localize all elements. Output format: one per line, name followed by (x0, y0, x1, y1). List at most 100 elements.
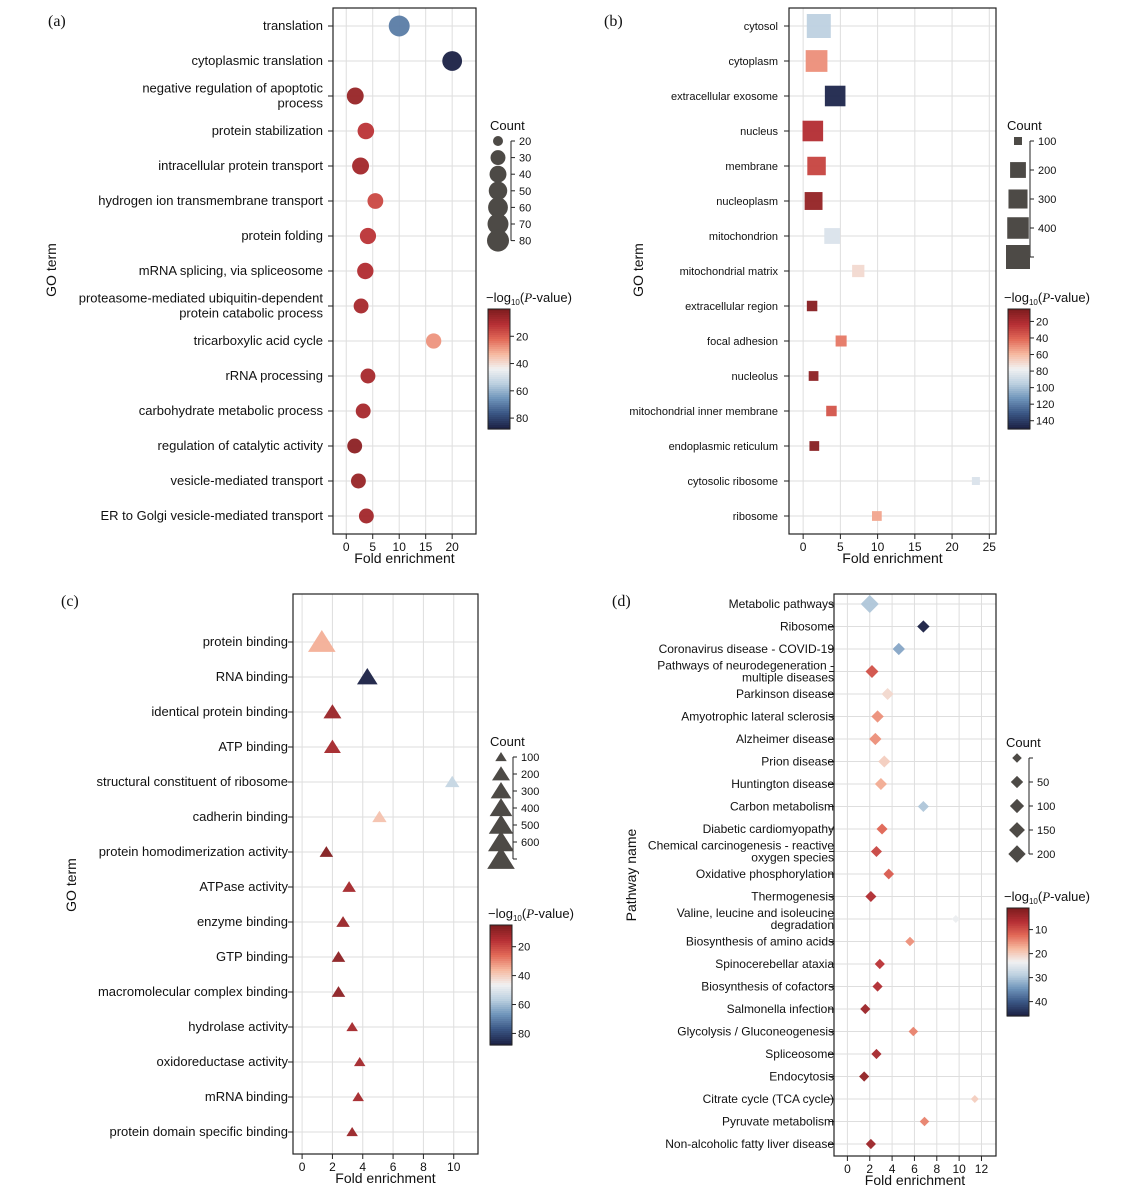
count-legend-label: 60 (519, 202, 531, 214)
data-point-circle (357, 122, 375, 140)
data-point-diamond (881, 687, 894, 701)
term-label: Glycolysis / Gluconeogenesis (677, 1025, 834, 1039)
colorbar-band (488, 395, 510, 398)
colorbar-band (488, 321, 510, 324)
colorbar-band (1008, 409, 1030, 412)
colorbar-band (488, 389, 510, 392)
count-legend-marker (495, 752, 507, 762)
colorbar-band (488, 329, 510, 332)
colorbar-band (488, 339, 510, 342)
colorbar-tick-label: 20 (1035, 949, 1047, 961)
colorbar-band (490, 967, 512, 970)
colorbar-band (488, 397, 510, 400)
term-label: proteasome-mediated ubiquitin-dependent (79, 291, 324, 306)
data-point-diamond (865, 665, 879, 678)
colorbar-band (488, 385, 510, 388)
colorbar-band (1008, 325, 1030, 328)
colorbar-band (1007, 954, 1029, 958)
colorbar-tick-label: 100 (1036, 383, 1054, 395)
colorbar-band (490, 1009, 512, 1012)
x-tick-label: 6 (911, 1162, 918, 1176)
colorbar-band (488, 343, 510, 346)
colorbar-band (488, 361, 510, 364)
plot-frame (292, 593, 479, 1155)
colorbar-band (488, 355, 510, 358)
count-legend-label: 200 (521, 769, 539, 781)
term-label: enzyme binding (197, 914, 288, 929)
colorbar-band (490, 953, 512, 956)
colorbar-band (1008, 381, 1030, 384)
data-point-triangle (308, 630, 336, 652)
colorbar-band (488, 371, 510, 374)
colorbar-band (1007, 913, 1029, 916)
x-tick-label: 2 (866, 1162, 873, 1176)
count-legend-label: 70 (519, 219, 531, 231)
colorbar-band (1007, 994, 1029, 997)
count-legend-label: 200 (1038, 165, 1056, 177)
colorbar-band (1007, 926, 1029, 929)
colorbar-band (1008, 399, 1030, 402)
colorbar-band (1008, 375, 1030, 378)
colorbar-band (1008, 339, 1030, 342)
term-label: Prion disease (761, 755, 834, 769)
panel-label: (c) (61, 593, 79, 610)
colorbar-band (490, 963, 512, 966)
colorbar-band (490, 961, 512, 964)
colorbar-band (488, 419, 510, 422)
data-point-circle (353, 298, 369, 314)
colorbar-band (488, 367, 510, 370)
term-label: Ribosome (780, 620, 834, 634)
colorbar-band (1007, 983, 1029, 986)
colorbar-band (490, 1031, 512, 1034)
colorbar-band (1007, 981, 1029, 985)
colorbar-band (1008, 353, 1030, 356)
data-point-diamond (869, 732, 882, 746)
term-label: regulation of catalytic activity (158, 438, 324, 453)
colorbar-band (1008, 397, 1030, 400)
colorbar-band (1008, 389, 1030, 392)
term-label: Valine, leucine and isoleucine (677, 906, 835, 920)
colorbar-band (490, 925, 512, 928)
term-label: focal adhesion (707, 336, 778, 348)
x-tick-label: 0 (299, 1160, 306, 1174)
data-point-diamond (917, 620, 930, 633)
colorbar-band (1007, 936, 1029, 940)
data-point-square (824, 228, 841, 244)
colorbar-band (488, 379, 510, 382)
y-axis-title: GO term (63, 858, 79, 912)
count-legend-marker (488, 197, 508, 218)
count-legend-label: 20 (519, 136, 531, 148)
term-label: mitochondrial matrix (680, 266, 779, 278)
term-label: nucleolus (732, 371, 779, 383)
data-point-diamond (859, 1071, 870, 1082)
colorbar-band (488, 333, 510, 336)
colorbar-band (490, 955, 512, 958)
colorbar-band (488, 351, 510, 354)
data-point-diamond (870, 845, 882, 858)
colorbar-band (488, 331, 510, 334)
data-point-circle (388, 15, 410, 37)
x-tick-label: 0 (800, 540, 807, 554)
colorbar-band (1007, 945, 1029, 949)
term-label: mitochondrial inner membrane (629, 406, 778, 418)
term-label: Alzheimer disease (736, 732, 834, 746)
colorbar-title-prefix: −log (1004, 889, 1029, 904)
colorbar-band (488, 323, 510, 326)
colorbar-title-italic: P (1041, 290, 1050, 305)
colorbar-band (1008, 341, 1030, 344)
count-legend-marker (1009, 798, 1025, 814)
count-legend-marker (1007, 217, 1029, 239)
colorbar-band (1007, 998, 1029, 1001)
colorbar-band (1008, 391, 1030, 394)
colorbar-band (488, 415, 510, 418)
colorbar-band (490, 993, 512, 996)
colorbar-title: −log10(P-value) (486, 290, 572, 307)
colorbar-band (1008, 311, 1030, 314)
colorbar-band (1008, 351, 1030, 354)
colorbar-band (1007, 953, 1029, 956)
data-point-circle (352, 157, 370, 175)
data-point-triangle (323, 739, 341, 754)
count-legend-marker (1010, 162, 1026, 178)
term-label: ribosome (733, 511, 778, 523)
